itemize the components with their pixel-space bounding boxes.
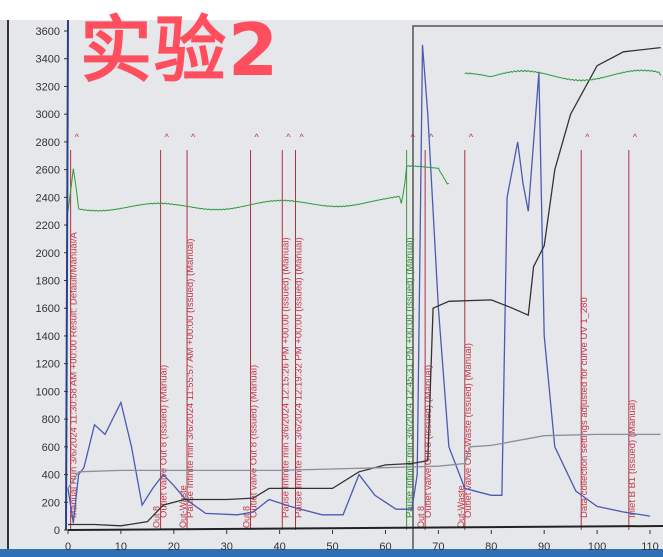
event-caret: ^ bbox=[633, 132, 638, 142]
x-tick-label: 10 bbox=[115, 541, 127, 553]
curve-1 bbox=[68, 46, 661, 527]
curves bbox=[67, 44, 662, 527]
y-tick-label: 1200 bbox=[36, 359, 60, 371]
event-tag: Out-Waste bbox=[456, 485, 466, 528]
x-axis-line bbox=[67, 525, 663, 531]
event-label: Data collection settings adjusted for cu… bbox=[579, 297, 590, 518]
event-tag: Out 8 bbox=[242, 506, 252, 528]
y-axis-line bbox=[65, 19, 69, 531]
y-tick-label: 2600 bbox=[36, 165, 60, 177]
y-tick-label: 1800 bbox=[36, 276, 60, 288]
y-tick-label: 2400 bbox=[36, 192, 60, 204]
taskbar-edge bbox=[0, 549, 663, 557]
y-tick-label: 2800 bbox=[36, 137, 60, 149]
event-caret: ^ bbox=[75, 132, 80, 142]
x-tick-label: 20 bbox=[168, 541, 180, 553]
event-label: Pause Infinite min 3/6/2024 11:55:57 AM … bbox=[185, 239, 196, 518]
x-tick-label: 60 bbox=[379, 541, 391, 553]
x-tick-label: 50 bbox=[326, 541, 338, 553]
y-tick-label: 600 bbox=[42, 442, 60, 454]
event-caret: ^ bbox=[165, 132, 170, 142]
y-tick-label: 200 bbox=[42, 497, 60, 509]
y-tick-label: 2200 bbox=[36, 220, 60, 232]
event-label: Outlet valve Out-Waste (Issued) (Manual) bbox=[463, 343, 474, 518]
curve-2 bbox=[67, 433, 661, 489]
x-tick-label: 0 bbox=[65, 541, 71, 553]
y-tick-label: 3000 bbox=[36, 109, 60, 121]
event-label: Outlet valve Out 8 (Issued) (Manual) bbox=[159, 365, 170, 518]
y-tick-label: 3400 bbox=[36, 54, 60, 66]
event-markers: ^ Manual Run 3/6/2024 11:30:58 AM +00:00 … bbox=[69, 132, 638, 530]
curve-3 bbox=[67, 165, 450, 212]
y-tick-label: 1000 bbox=[36, 386, 60, 398]
y-tick-label: 0 bbox=[54, 525, 60, 537]
x-tick-label: 100 bbox=[588, 541, 606, 553]
y-tick-label: 1600 bbox=[36, 303, 60, 315]
y-tick-label: 400 bbox=[42, 470, 60, 482]
x-tick-label: 80 bbox=[485, 541, 497, 553]
y-tick-label: 800 bbox=[42, 414, 60, 426]
plot-panel bbox=[8, 20, 663, 550]
x-tick-label: 40 bbox=[274, 541, 286, 553]
curve-0 bbox=[67, 44, 651, 524]
event-label: Manual Run 3/6/2024 11:30:58 AM +00:00 R… bbox=[69, 232, 80, 518]
x-tick-label: 110 bbox=[641, 541, 659, 553]
event-caret: ^ bbox=[429, 132, 434, 142]
event-caret: ^ bbox=[300, 132, 305, 142]
y-tick-label: 1400 bbox=[36, 331, 60, 343]
event-caret: ^ bbox=[411, 132, 416, 142]
event-caret: ^ bbox=[255, 132, 260, 142]
event-caret: ^ bbox=[191, 132, 196, 142]
axes: 0200400600800100012001400160018002000220… bbox=[36, 19, 663, 553]
event-label: Pause Infinite min 3/6/2024 12:15:26 PM … bbox=[280, 237, 291, 518]
event-caret: ^ bbox=[469, 132, 474, 142]
event-caret: ^ bbox=[286, 132, 291, 142]
y-tick-label: 3600 bbox=[36, 26, 60, 38]
event-label: Pause Infinite min 3/6/2024 12:19:32 PM … bbox=[294, 237, 305, 518]
event-caret: ^ bbox=[585, 132, 590, 142]
event-label: Outlet valve Out 8 (Issued) (Manual) bbox=[249, 365, 260, 518]
x-tick-label: 90 bbox=[538, 541, 550, 553]
event-tag: Out-Waste bbox=[178, 485, 188, 528]
event-tag: Out 8 bbox=[416, 506, 426, 528]
event-label: Inlet B B1 (Issued) (Manual) bbox=[627, 400, 638, 518]
curve-4 bbox=[464, 69, 662, 82]
overlay-title: 实验2 bbox=[80, 8, 281, 92]
y-tick-label: 2000 bbox=[36, 248, 60, 260]
x-tick-label: 30 bbox=[221, 541, 233, 553]
event-label: Pause Infinite min 3/6/2024 12:45:31 PM … bbox=[405, 237, 416, 518]
y-tick-label: 3200 bbox=[36, 81, 60, 93]
event-tag: Out 8 bbox=[152, 506, 162, 528]
x-tick-label: 70 bbox=[432, 541, 444, 553]
